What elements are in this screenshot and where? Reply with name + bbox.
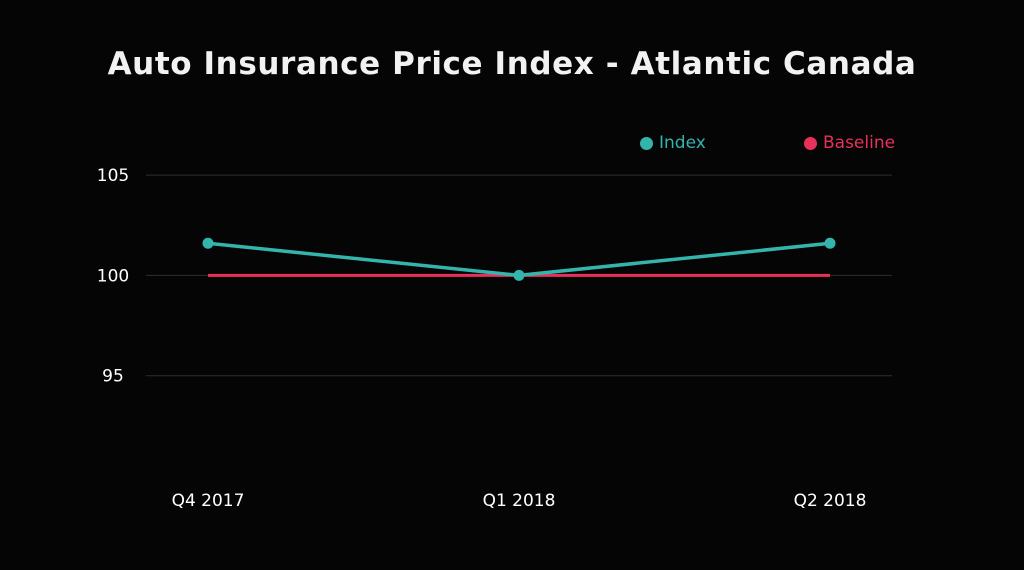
legend-marker-baseline bbox=[804, 136, 817, 150]
legend-label-baseline: Baseline bbox=[823, 133, 896, 153]
legend-marker-index bbox=[640, 136, 653, 150]
data-point-index bbox=[513, 269, 525, 281]
y-tick-label: 100 bbox=[97, 266, 129, 286]
legend-item-index: Index bbox=[640, 131, 706, 155]
legend-item-baseline: Baseline bbox=[804, 131, 895, 155]
data-point-index bbox=[824, 237, 836, 249]
y-tick-label: 95 bbox=[102, 367, 124, 387]
y-tick-label: 105 bbox=[97, 166, 129, 186]
x-tick-label: Q2 2018 bbox=[794, 491, 867, 511]
legend-label-index: Index bbox=[659, 133, 706, 153]
data-point-index bbox=[202, 237, 214, 249]
chart-title: Auto Insurance Price Index - Atlantic Ca… bbox=[107, 46, 917, 82]
x-tick-label: Q4 2017 bbox=[172, 491, 245, 511]
x-tick-label: Q1 2018 bbox=[483, 491, 556, 511]
